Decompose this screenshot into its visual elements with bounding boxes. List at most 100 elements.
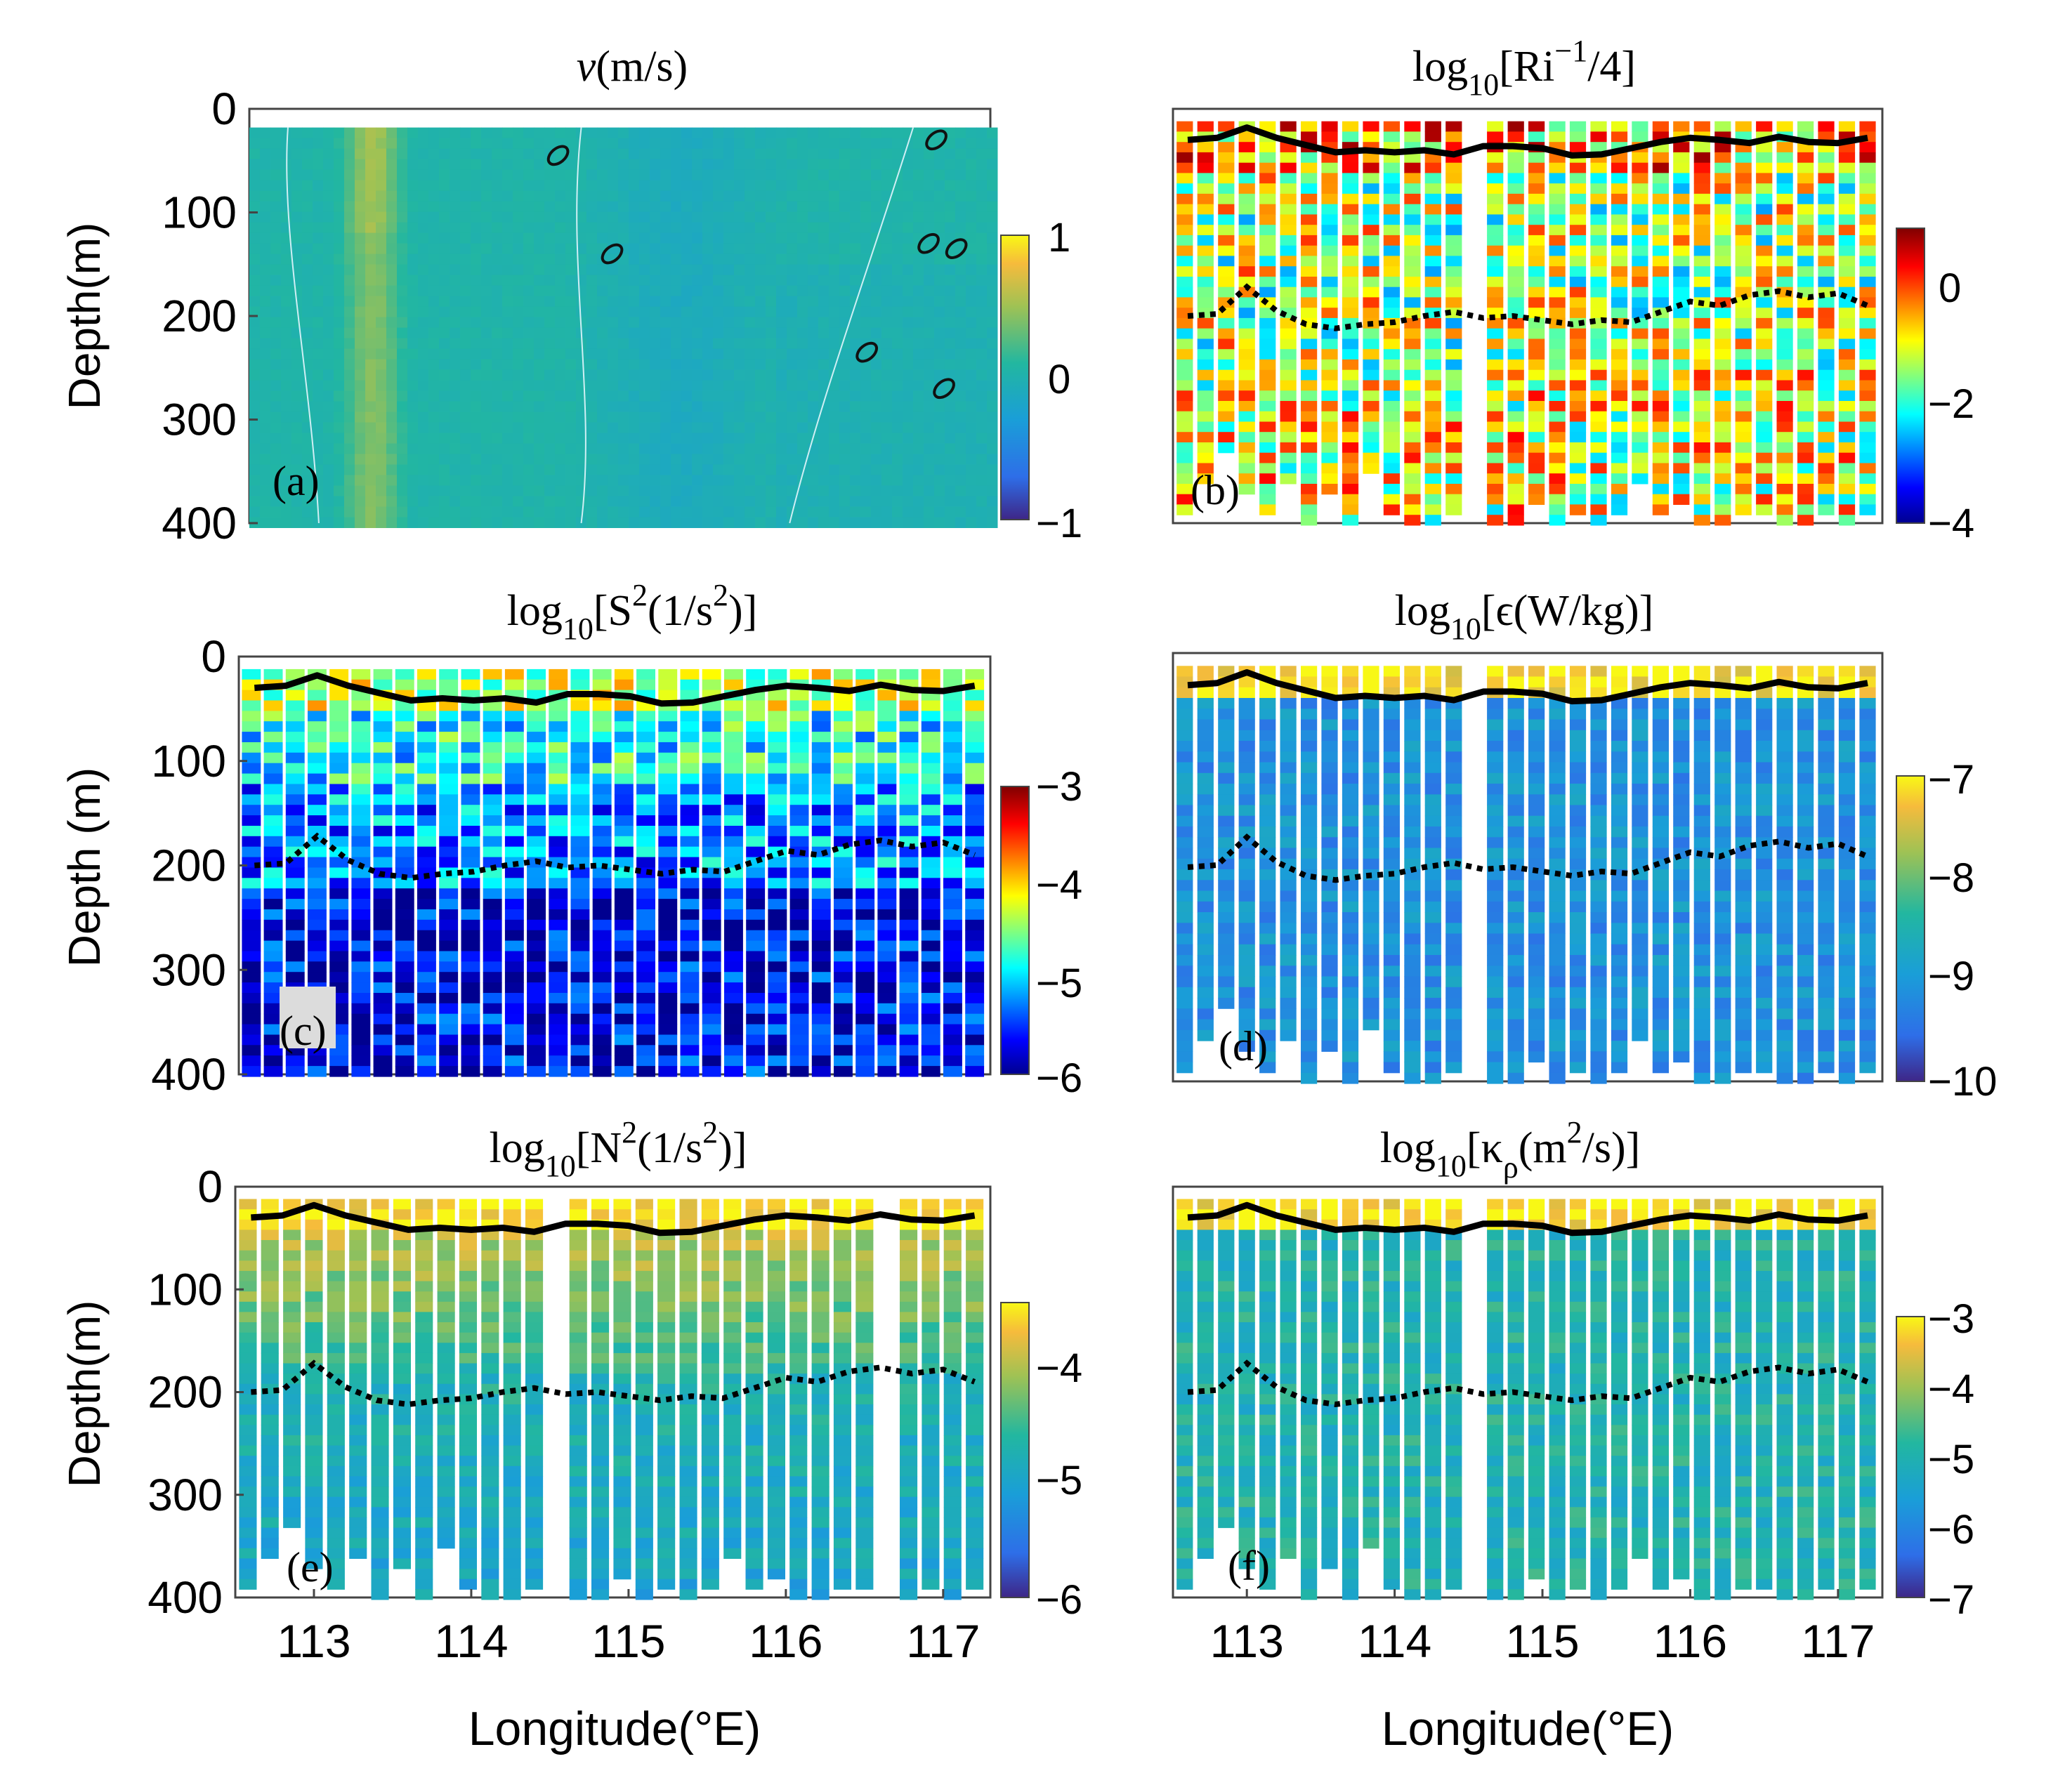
heatmap-cell bbox=[1611, 463, 1628, 474]
heatmap-cell bbox=[1714, 452, 1731, 463]
velocity-cell bbox=[797, 285, 808, 297]
heatmap-cell bbox=[351, 784, 371, 795]
heatmap-cell bbox=[1507, 214, 1524, 225]
heatmap-cell bbox=[1404, 359, 1421, 371]
heatmap-cell bbox=[1507, 411, 1524, 422]
mixed-layer-line bbox=[1187, 124, 1868, 159]
velocity-cell bbox=[955, 454, 966, 465]
heatmap-cell bbox=[1280, 162, 1297, 173]
heatmap-cell bbox=[1714, 442, 1731, 454]
velocity-cell bbox=[766, 232, 777, 244]
heatmap-cell bbox=[1321, 131, 1338, 143]
heatmap-cell bbox=[504, 784, 524, 795]
velocity-cell bbox=[766, 411, 777, 423]
velocity-cell bbox=[818, 232, 830, 244]
heatmap-cell bbox=[285, 919, 305, 931]
heatmap-cell bbox=[1176, 504, 1193, 515]
velocity-cell bbox=[892, 232, 903, 244]
heatmap-cell bbox=[1611, 204, 1628, 215]
heatmap-cell bbox=[242, 993, 261, 1004]
heatmap-cell bbox=[1797, 463, 1814, 474]
velocity-cell bbox=[471, 159, 482, 171]
heatmap-cell bbox=[1632, 193, 1648, 205]
velocity-cell bbox=[976, 317, 988, 329]
velocity-cell bbox=[439, 148, 450, 160]
heatmap-cell bbox=[1818, 390, 1835, 402]
velocity-cell bbox=[576, 506, 587, 518]
heatmap-cell bbox=[1611, 225, 1628, 236]
heatmap-cell bbox=[1549, 266, 1566, 277]
velocity-cell bbox=[629, 327, 640, 339]
heatmap-cell bbox=[1238, 173, 1255, 184]
velocity-cell bbox=[787, 517, 798, 528]
heatmap-cell bbox=[439, 899, 459, 910]
velocity-cell bbox=[818, 253, 830, 265]
velocity-cell bbox=[808, 253, 819, 265]
velocity-cell bbox=[723, 348, 735, 360]
velocity-cell bbox=[450, 127, 461, 139]
heatmap-cell bbox=[1549, 515, 1566, 526]
heatmap-cell bbox=[1259, 421, 1276, 433]
velocity-cell bbox=[808, 232, 819, 244]
heatmap-cell bbox=[1238, 317, 1255, 329]
velocity-cell bbox=[344, 485, 355, 496]
velocity-cell bbox=[808, 127, 819, 139]
velocity-cell bbox=[734, 211, 745, 223]
velocity-cell bbox=[618, 517, 629, 528]
velocity-cell bbox=[597, 411, 608, 423]
heatmap-cell bbox=[1238, 452, 1255, 463]
heatmap-cell bbox=[1383, 504, 1400, 515]
velocity-cell bbox=[334, 369, 345, 381]
velocity-cell bbox=[576, 306, 587, 318]
heatmap-cell bbox=[1176, 338, 1193, 350]
heatmap-cell bbox=[658, 711, 678, 722]
velocity-cell bbox=[734, 401, 745, 412]
heatmap-cell bbox=[1714, 121, 1731, 132]
velocity-cell bbox=[966, 275, 977, 286]
heatmap-cell bbox=[242, 899, 261, 910]
velocity-cell bbox=[681, 380, 693, 391]
heatmap-cell bbox=[1383, 484, 1400, 495]
velocity-cell bbox=[281, 285, 292, 297]
velocity-cell bbox=[555, 285, 566, 297]
velocity-cell bbox=[713, 390, 724, 402]
velocity-cell bbox=[934, 348, 945, 360]
heatmap-cell bbox=[1363, 225, 1379, 236]
velocity-cell bbox=[839, 306, 851, 318]
heatmap-cell bbox=[1590, 193, 1607, 205]
heatmap-cell bbox=[1776, 245, 1793, 256]
heatmap-cell bbox=[504, 805, 524, 816]
velocity-cell bbox=[618, 369, 629, 381]
velocity-cell bbox=[766, 243, 777, 255]
velocity-cell bbox=[313, 190, 324, 202]
heatmap-cell bbox=[1342, 214, 1359, 225]
heatmap-cell bbox=[1756, 463, 1773, 474]
velocity-cell bbox=[544, 275, 556, 286]
velocity-cell bbox=[586, 422, 598, 433]
heatmap-cell bbox=[636, 773, 655, 785]
velocity-cell bbox=[344, 148, 355, 160]
velocity-cell bbox=[544, 232, 556, 244]
velocity-cell bbox=[776, 138, 787, 150]
panel-b-cbar-tick: −2 bbox=[1928, 381, 1974, 427]
velocity-cell bbox=[776, 232, 787, 244]
heatmap-cell bbox=[1859, 235, 1876, 246]
heatmap-cell bbox=[308, 878, 327, 889]
heatmap-cell bbox=[658, 909, 678, 921]
velocity-cell bbox=[565, 306, 577, 318]
velocity-cell bbox=[797, 348, 808, 360]
heatmap-cell bbox=[636, 899, 655, 910]
velocity-cell bbox=[471, 348, 482, 360]
velocity-cell bbox=[681, 211, 693, 223]
heatmap-cell bbox=[1301, 328, 1318, 340]
velocity-cell bbox=[681, 506, 693, 518]
velocity-cell bbox=[976, 127, 988, 139]
heatmap-cell bbox=[570, 982, 590, 994]
velocity-cell bbox=[818, 169, 830, 181]
heatmap-cell bbox=[1569, 338, 1587, 350]
heatmap-cell bbox=[1528, 266, 1545, 277]
velocity-cell bbox=[513, 443, 524, 454]
heatmap-cell bbox=[680, 794, 700, 805]
heatmap-cell bbox=[614, 1034, 634, 1046]
velocity-cell bbox=[787, 464, 798, 475]
